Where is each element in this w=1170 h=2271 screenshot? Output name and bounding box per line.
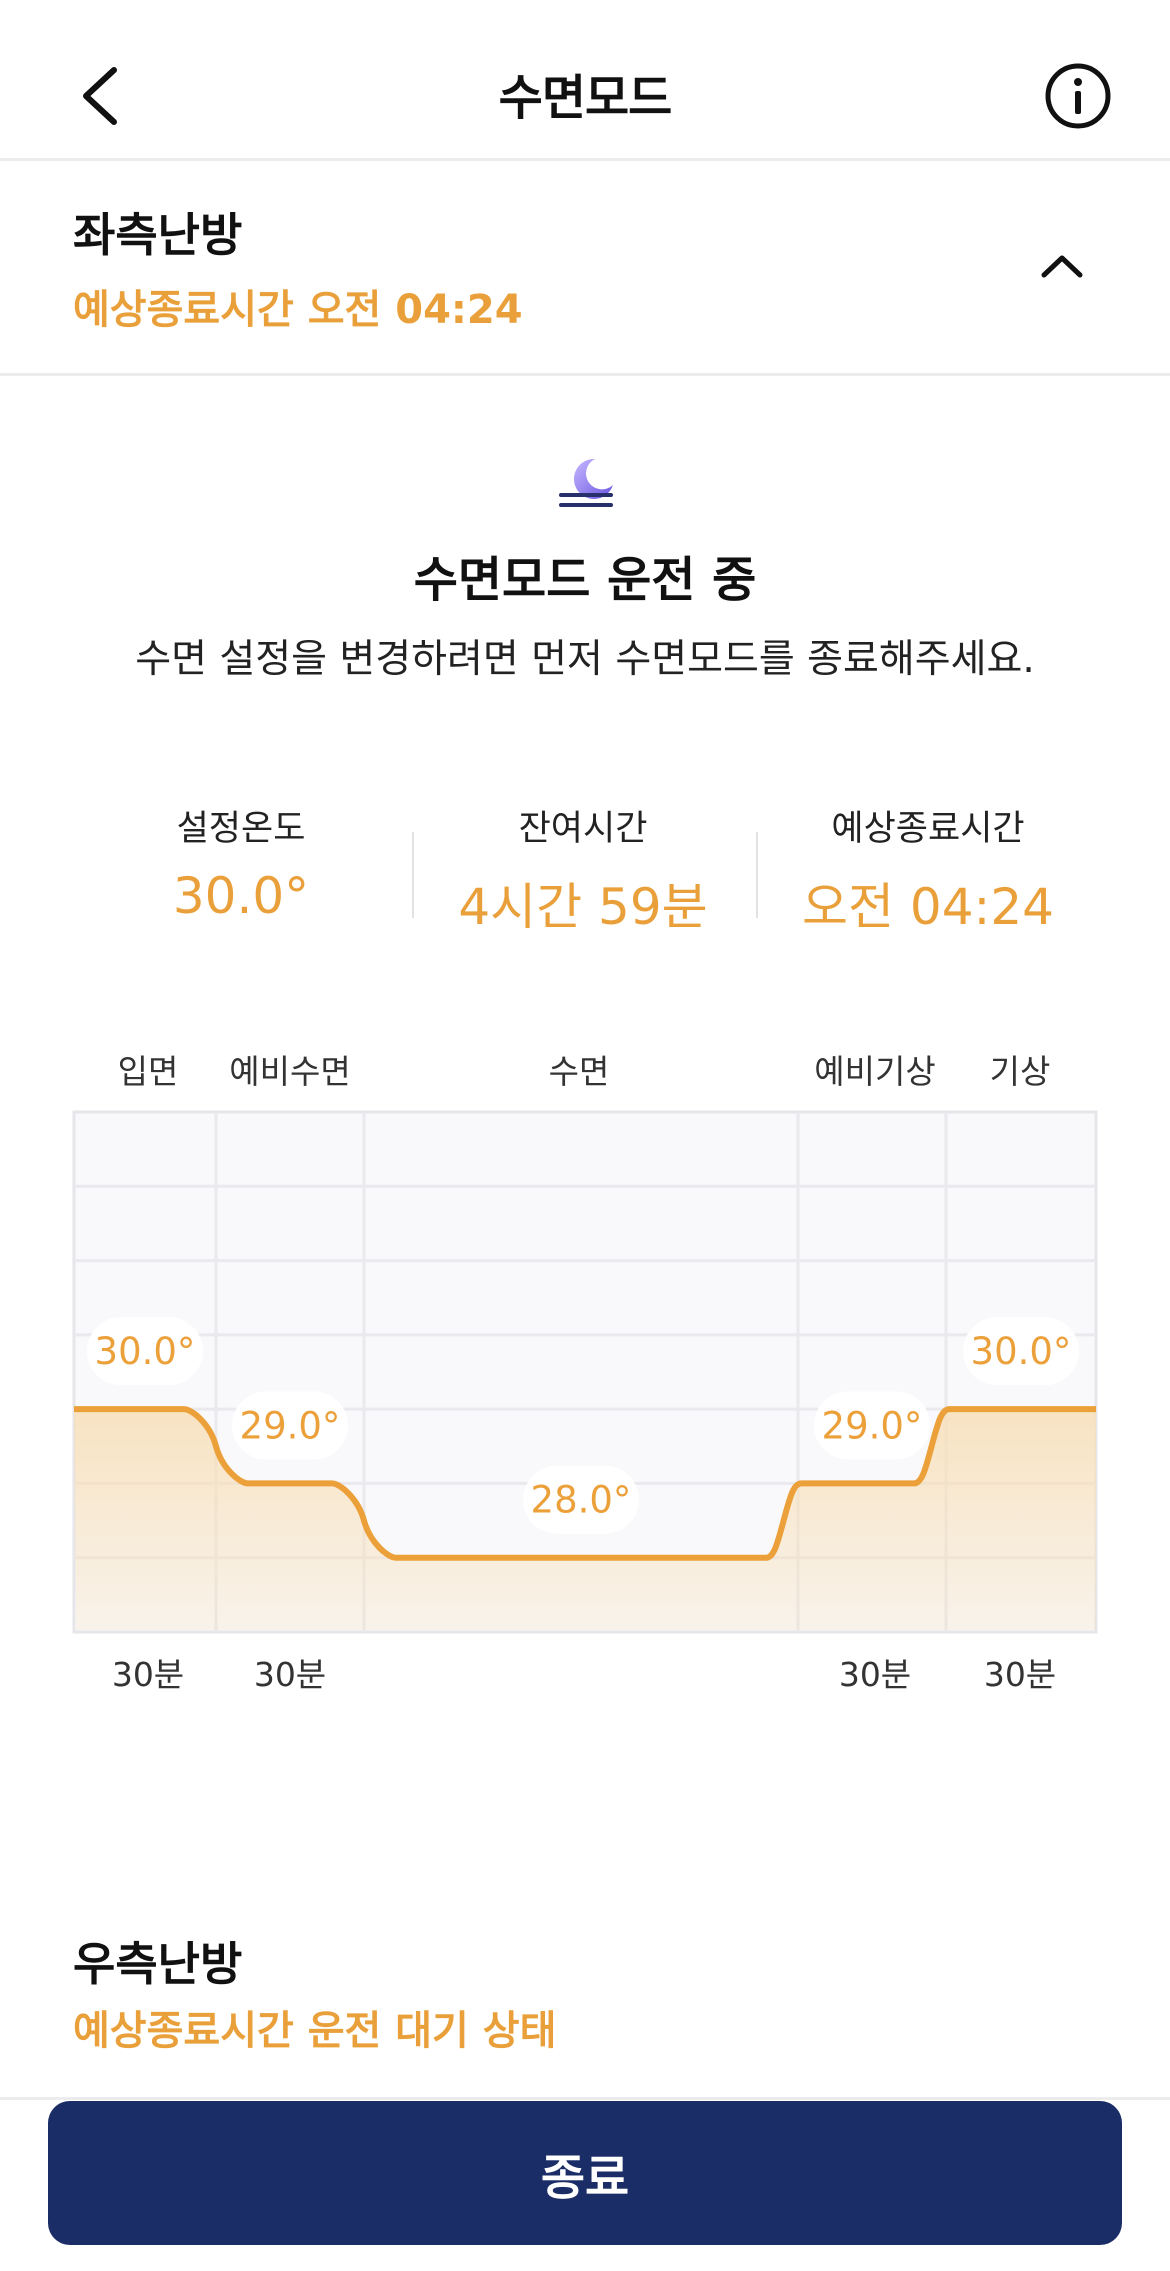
phase-label-onset: 입면 <box>117 1052 179 1091</box>
data-label: 28.0° <box>531 1479 632 1522</box>
stat-divider <box>412 832 414 918</box>
stat-divider <box>756 832 758 918</box>
stat-value: 30.0° <box>172 867 310 925</box>
phase-label-pre-sleep: 예비수면 <box>229 1052 351 1091</box>
end-button[interactable]: 종료 <box>48 2101 1122 2245</box>
footer-divider <box>0 2097 1170 2100</box>
data-label-pill <box>963 1317 1079 1386</box>
duration-label: 30분 <box>253 1655 327 1694</box>
data-label: 29.0° <box>822 1404 923 1447</box>
left-zone-section[interactable]: 좌측난방 예상종료시간 오전 04:24 <box>0 161 1170 376</box>
data-label: 29.0° <box>240 1404 341 1447</box>
moon-icon <box>559 458 613 507</box>
status-title: 수면모드 운전 중 <box>413 552 757 608</box>
stat-value: 4시간 59분 <box>458 878 708 936</box>
data-label-pill <box>523 1465 639 1534</box>
chevron-up-icon[interactable] <box>1038 251 1086 281</box>
chart-line-series <box>74 1406 1096 1561</box>
stat-label: 예상종료시간 <box>831 809 1025 849</box>
duration-label: 30분 <box>838 1655 912 1694</box>
stat-set-temperature: 설정온도 30.0° <box>76 800 406 925</box>
page-title: 수면모드 <box>498 70 673 126</box>
stat-remaining-time: 잔여시간 4시간 59분 <box>418 800 748 939</box>
app-header: 수면모드 <box>0 0 1170 161</box>
duration-label: 30분 <box>983 1655 1057 1694</box>
data-label-pill <box>87 1317 203 1386</box>
right-zone-status: 예상종료시간 운전 대기 상태 <box>73 2008 557 2054</box>
stat-label: 설정온도 <box>176 809 306 849</box>
chart-background <box>72 1110 1098 1634</box>
info-circle-icon[interactable] <box>1044 62 1112 130</box>
data-label: 30.0° <box>95 1330 196 1373</box>
stat-label: 잔여시간 <box>518 809 648 849</box>
stat-end-time: 예상종료시간 오전 04:24 <box>763 800 1093 939</box>
left-zone-end-time: 예상종료시간 오전 04:24 <box>73 287 523 333</box>
phase-label-sleep: 수면 <box>548 1052 610 1091</box>
data-label-pill <box>814 1391 930 1460</box>
phase-label-wake: 기상 <box>989 1052 1051 1091</box>
chart-area-fill <box>74 1409 1096 1630</box>
duration-label: 30분 <box>111 1655 185 1694</box>
data-label-pill <box>232 1391 348 1460</box>
right-zone-name: 우측난방 <box>73 1937 243 1991</box>
status-description: 수면 설정을 변경하려면 먼저 수면모드를 종료해주세요. <box>135 637 1035 682</box>
chevron-left-icon[interactable] <box>72 58 132 134</box>
data-label: 30.0° <box>971 1330 1072 1373</box>
phase-label-pre-wake: 예비기상 <box>814 1052 936 1091</box>
left-zone-name: 좌측난방 <box>73 208 243 262</box>
stat-value: 오전 04:24 <box>802 878 1054 936</box>
